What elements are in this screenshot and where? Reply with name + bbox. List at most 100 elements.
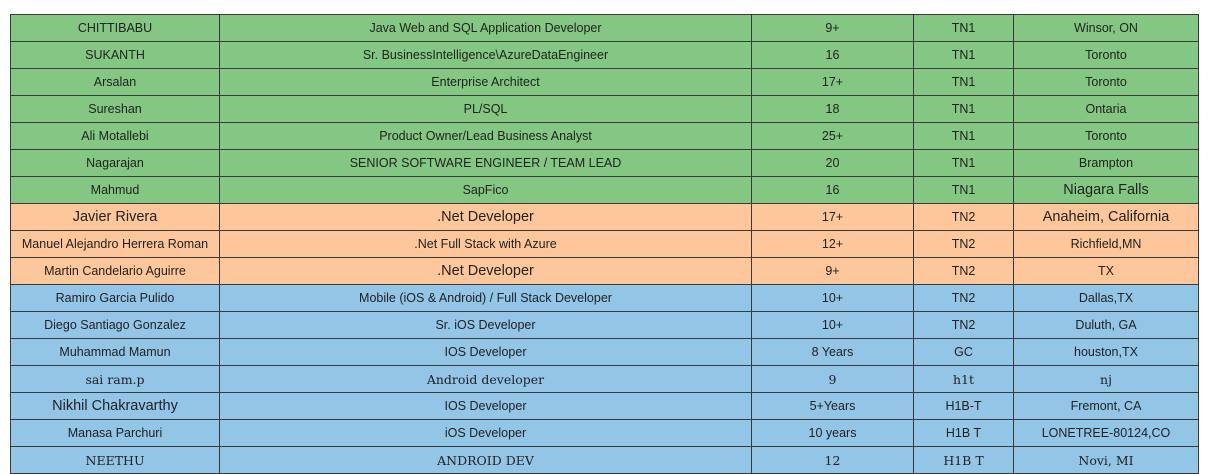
table-row: Mahmud SapFico 16 TN1 Niagara Falls [10,176,1199,204]
table-cell: TN1 [913,149,1014,177]
candidate-table: CHITTIBABU Java Web and SQL Application D… [10,14,1199,474]
table-cell: SUKANTH [10,41,220,69]
table-row: Muhammad Mamun IOS Developer 8 Years GC hous… [10,338,1199,366]
table-row: Javier Rivera .Net Developer 17+ TN2 Anaheim… [10,203,1199,231]
table-cell: Mobile (iOS & Android) / Full Stack Deve… [219,284,752,312]
table-cell: Sr. iOS Developer [219,311,752,339]
table-row: Nagarajan SENIOR SOFTWARE ENGINEER / TEAM… [10,149,1199,177]
table-cell: Richfield,MN [1013,230,1199,258]
table-cell: PL/SQL [219,95,752,123]
table-cell: TN1 [913,41,1014,69]
table-row: SUKANTH Sr. BusinessIntelligence\AzureDat… [10,41,1199,69]
table-cell: TN2 [913,203,1014,231]
table-cell: 12+ [751,230,914,258]
table-cell: Enterprise Architect [219,68,752,96]
table-cell: Duluth, GA [1013,311,1199,339]
table-cell: 17+ [751,203,914,231]
table-cell: Brampton [1013,149,1199,177]
table-cell: IOS Developer [219,338,752,366]
table-cell: H1B T [913,446,1014,474]
table-row: Arsalan Enterprise Architect 17+ TN1 Toronto [10,68,1199,96]
table-row: Sureshan PL/SQL 18 TN1 Ontaria [10,95,1199,123]
table-cell: H1B-T [913,392,1014,420]
table-cell: TN1 [913,14,1014,42]
table-row: Nikhil Chakravarthy IOS Developer 5+Years H… [10,392,1199,420]
table-cell: Dallas,TX [1013,284,1199,312]
table-cell: h1t [913,365,1014,393]
table-cell: 12 [751,446,914,474]
table-cell: Manasa Parchuri [10,419,220,447]
table-cell: Novi, MI [1013,446,1199,474]
table-cell: sai ram.p [10,365,220,393]
table-cell: TN1 [913,68,1014,96]
table-cell: GC [913,338,1014,366]
table-cell: LONETREE-80124,CO [1013,419,1199,447]
table-cell: Winsor, ON [1013,14,1199,42]
table-cell: Diego Santiago Gonzalez [10,311,220,339]
table-cell: 16 [751,41,914,69]
table-cell: Sureshan [10,95,220,123]
table-cell: Anaheim, California [1013,203,1199,231]
table-cell: Mahmud [10,176,220,204]
table-cell: 18 [751,95,914,123]
table-row: Manasa Parchuri iOS Developer 10 years H1B … [10,419,1199,447]
table-cell: TX [1013,257,1199,285]
table-cell: Product Owner/Lead Business Analyst [219,122,752,150]
table-body: CHITTIBABU Java Web and SQL Application D… [10,14,1199,474]
table-cell: Nagarajan [10,149,220,177]
table-cell: SapFico [219,176,752,204]
table-cell: .Net Developer [219,257,752,285]
table-cell: Manuel Alejandro Herrera Roman [10,230,220,258]
table-cell: TN2 [913,230,1014,258]
table-cell: Ramiro Garcia Pulido [10,284,220,312]
table-cell: 10+ [751,284,914,312]
table-cell: NEETHU [10,446,220,474]
table-cell: Sr. BusinessIntelligence\AzureDataEngine… [219,41,752,69]
table-cell: Toronto [1013,41,1199,69]
table-cell: 16 [751,176,914,204]
table-row: sai ram.p Android developer 9 h1t nj [10,365,1199,393]
table-cell: Android developer [219,365,752,393]
table-cell: TN2 [913,311,1014,339]
table-cell: IOS Developer [219,392,752,420]
table-cell: TN1 [913,176,1014,204]
table-cell: Java Web and SQL Application Developer [219,14,752,42]
table-cell: 9+ [751,14,914,42]
table-cell: Fremont, CA [1013,392,1199,420]
table-cell: 5+Years [751,392,914,420]
table-cell: .Net Full Stack with Azure [219,230,752,258]
table-cell: 9 [751,365,914,393]
table-cell: H1B T [913,419,1014,447]
table-row: Diego Santiago Gonzalez Sr. iOS Developer… [10,311,1199,339]
table-cell: .Net Developer [219,203,752,231]
table-cell: Nikhil Chakravarthy [10,392,220,420]
table-cell: TN1 [913,122,1014,150]
table-cell: 8 Years [751,338,914,366]
table-cell: Muhammad Mamun [10,338,220,366]
table-cell: Javier Rivera [10,203,220,231]
table-cell: Ontaria [1013,95,1199,123]
table-row: Manuel Alejandro Herrera Roman .Net Full … [10,230,1199,258]
table-cell: 20 [751,149,914,177]
table-row: Ramiro Garcia Pulido Mobile (iOS & Androi… [10,284,1199,312]
table-cell: 25+ [751,122,914,150]
table-cell: ANDROID DEV [219,446,752,474]
table-cell: TN2 [913,284,1014,312]
table-row: Martin Candelario Aguirre .Net Developer 9… [10,257,1199,285]
table-row: CHITTIBABU Java Web and SQL Application D… [10,14,1199,42]
table-cell: Toronto [1013,122,1199,150]
table-cell: Toronto [1013,68,1199,96]
table-cell: Ali Motallebi [10,122,220,150]
table-cell: TN2 [913,257,1014,285]
table-cell: Niagara Falls [1013,176,1199,204]
table-cell: iOS Developer [219,419,752,447]
table-cell: 10 years [751,419,914,447]
table-cell: Arsalan [10,68,220,96]
table-cell: Martin Candelario Aguirre [10,257,220,285]
table-cell: nj [1013,365,1199,393]
table-cell: 9+ [751,257,914,285]
table-cell: TN1 [913,95,1014,123]
table-row: Ali Motallebi Product Owner/Lead Business… [10,122,1199,150]
table-cell: CHITTIBABU [10,14,220,42]
